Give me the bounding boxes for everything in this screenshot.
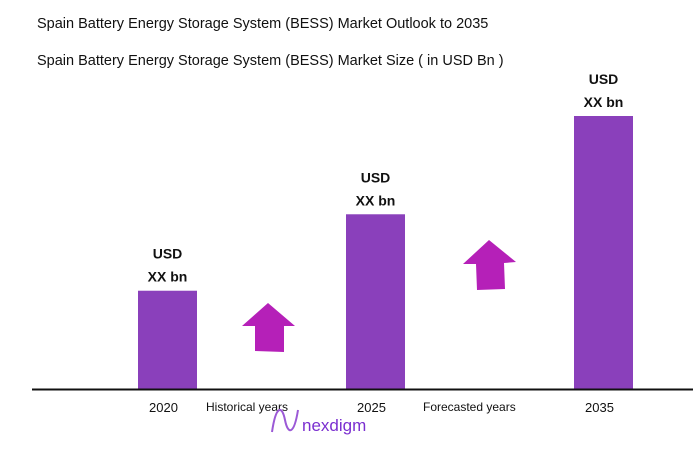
x-tick-label: 2020	[149, 400, 178, 415]
bar-2020	[138, 290, 197, 389]
annotation-historical: Historical years	[206, 400, 288, 414]
data-label: USD	[361, 169, 391, 185]
x-tick-label: 2025	[357, 400, 386, 415]
logo-text: nexdigm	[302, 416, 366, 435]
up-arrow-icon	[463, 240, 516, 290]
data-label: XX bn	[148, 269, 188, 285]
up-arrow-icon	[242, 303, 295, 352]
chart-subtitle: Spain Battery Energy Storage System (BES…	[37, 53, 504, 69]
bar-2035	[574, 116, 633, 389]
x-tick-label: 2035	[585, 400, 614, 415]
data-label: XX bn	[584, 94, 624, 110]
bar-2025	[346, 214, 405, 389]
data-label: USD	[589, 71, 619, 87]
logo-icon	[271, 409, 299, 433]
chart-title: Spain Battery Energy Storage System (BES…	[37, 16, 489, 32]
data-label: USD	[153, 246, 183, 262]
annotation-forecasted: Forecasted years	[423, 400, 516, 414]
data-label: XX bn	[356, 192, 396, 208]
